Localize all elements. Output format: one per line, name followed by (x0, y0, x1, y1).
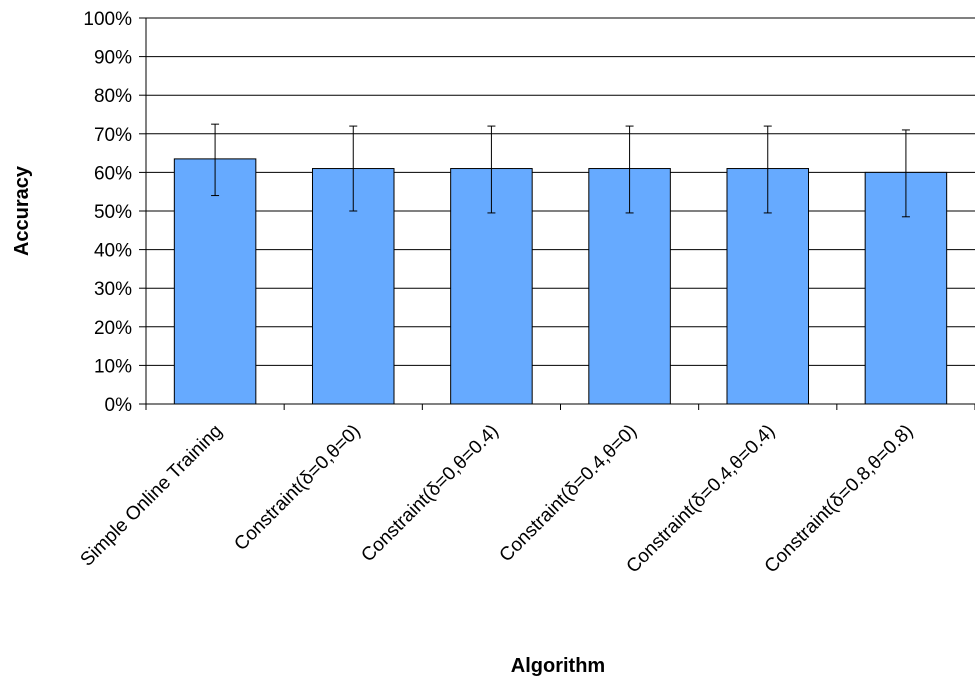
y-tick-label: 80% (94, 86, 132, 107)
x-tick-labels: Simple Online Training Constraint(δ=0,θ=0… (77, 421, 918, 578)
y-tick-label: 70% (94, 125, 132, 146)
x-tick-label: Constraint(δ=0.4,θ=0.4) (623, 421, 780, 578)
x-tick-label: Constraint(δ=0.4,θ=0) (496, 421, 642, 567)
y-tick-label: 50% (94, 202, 132, 223)
bar (173, 158, 257, 405)
bars (173, 158, 948, 405)
y-tick-label: 30% (94, 279, 132, 300)
y-tick-labels: 0% 10% 20% 30% 40% 50% 60% 70% 80% 90% 100% (83, 9, 132, 416)
x-tick-label: Simple Online Training (77, 421, 227, 571)
y-axis-title: Accuracy (11, 165, 33, 256)
x-tick-label: Constraint(δ=0,θ=0) (230, 421, 364, 555)
x-axis-title: Algorithm (511, 655, 605, 677)
y-tick-label: 0% (105, 395, 133, 416)
y-tick-label: 60% (94, 163, 132, 184)
y-tick-label: 20% (94, 318, 132, 339)
y-tick-label: 100% (83, 9, 132, 30)
x-tick-label: Constraint(δ=0.8,θ=0.8) (761, 421, 918, 578)
y-tick-label: 40% (94, 241, 132, 262)
x-tick-label: Constraint(δ=0,θ=0.4) (357, 421, 503, 567)
gridlines (139, 17, 975, 405)
y-tick-label: 10% (94, 356, 132, 377)
y-tick-label: 90% (94, 48, 132, 69)
axes (145, 18, 975, 410)
error-bars (211, 123, 910, 218)
